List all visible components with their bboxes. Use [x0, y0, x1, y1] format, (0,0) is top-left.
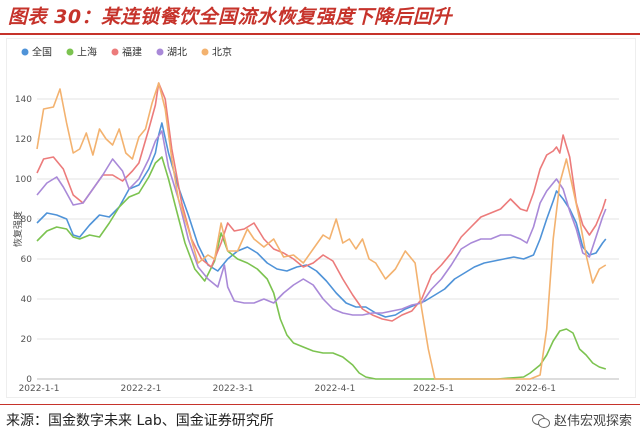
source-note: 来源：国金数字未来 Lab、国金证券研究所: [6, 413, 274, 429]
legend-marker: [156, 48, 164, 56]
watermark: 赵伟宏观探索: [531, 410, 632, 429]
x-tick-label: 2022-5-1: [413, 384, 454, 394]
y-tick-label: 20: [21, 335, 33, 345]
y-tick-label: 80: [21, 215, 33, 225]
y-tick-label: 100: [15, 175, 32, 185]
y-tick-label: 120: [15, 135, 32, 145]
series-line: [36, 122, 607, 318]
x-tick-label: 2022-3-1: [213, 384, 254, 394]
legend-entry: 福建: [122, 46, 142, 59]
y-tick-label: 140: [15, 95, 32, 105]
legend-entry: 北京: [212, 46, 232, 59]
x-tick-label: 2022-2-1: [121, 384, 162, 394]
figure-title: 图表 30：某连锁餐饮全国流水恢复强度下降后回升: [8, 6, 453, 28]
legend-marker: [111, 48, 119, 56]
series-line: [36, 82, 607, 380]
legend-entry: 湖北: [167, 47, 187, 59]
legend-marker: [21, 48, 29, 56]
legend-entry: 全国: [32, 46, 52, 59]
chart-frame: 0 20 40 60 80 100 120 140 2022-1-1 2022-2-1 2022-3…: [6, 38, 636, 398]
series-line: [36, 156, 607, 380]
legend-entry: 上海: [77, 46, 97, 59]
series-line: [36, 130, 607, 316]
x-tick-label: 2022-4-1: [315, 384, 356, 394]
y-axis-label: 恢复强度: [12, 211, 24, 247]
series-line: [36, 82, 607, 322]
watermark-text: 赵伟宏观探索: [553, 414, 632, 429]
x-tick-label: 2022-1-1: [19, 384, 60, 394]
legend-marker: [66, 48, 74, 56]
y-tick-label: 0: [26, 375, 32, 385]
legend-marker: [201, 48, 209, 56]
line-chart: 0 20 40 60 80 100 120 140 2022-1-1 2022-2-1 2022-3…: [12, 46, 619, 394]
y-tick-label: 60: [21, 255, 33, 265]
wechat-icon: [531, 413, 550, 428]
y-tick-label: 40: [21, 295, 33, 305]
title-rule: [0, 33, 640, 35]
footer-rule: [0, 404, 640, 405]
x-tick-label: 2022-6-1: [515, 384, 556, 394]
